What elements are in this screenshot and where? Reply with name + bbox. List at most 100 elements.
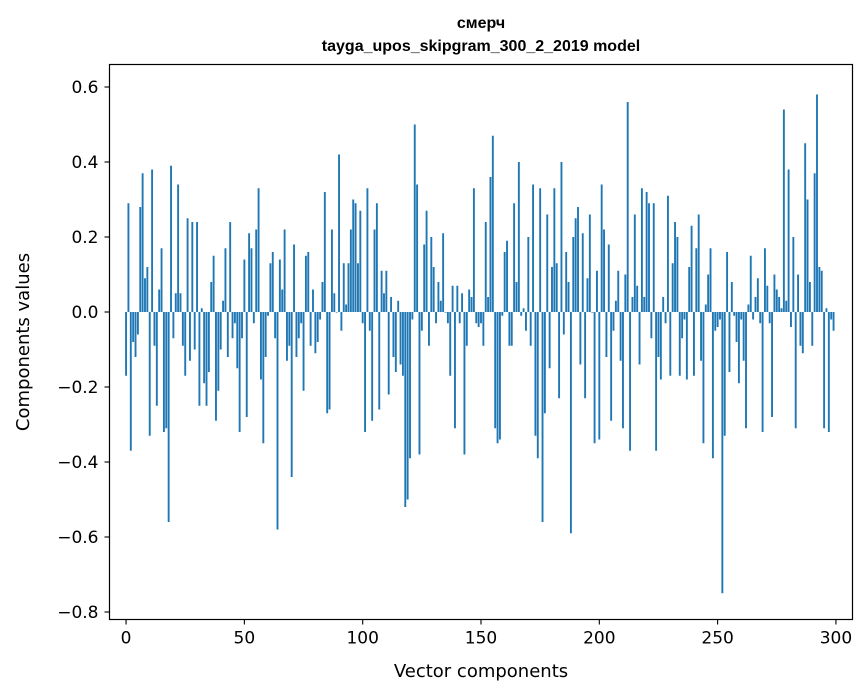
bar-90	[338, 154, 340, 312]
bar-246	[707, 274, 710, 312]
bar-88	[333, 293, 336, 312]
bar-48	[238, 312, 241, 432]
bar-168	[522, 308, 525, 312]
bar-59	[264, 312, 267, 357]
bar-29	[193, 312, 196, 350]
bar-235	[681, 312, 684, 339]
bar-172	[532, 184, 534, 312]
bar-112	[390, 297, 393, 312]
bar-198	[593, 312, 596, 444]
bar-196	[588, 214, 591, 312]
bar-201	[600, 184, 603, 312]
bar-80	[314, 312, 317, 354]
bar-24	[181, 312, 184, 346]
bar-169	[525, 312, 527, 331]
y-axis-ticks: −0.8 −0.6 −0.4 −0.2 0.0 0.2 0.4 0.6	[57, 78, 110, 623]
bar-211	[624, 274, 627, 312]
bar-8	[144, 278, 146, 312]
bar-22	[177, 184, 180, 312]
bar-45	[231, 312, 234, 339]
bar-166	[517, 162, 520, 312]
bar-239	[690, 225, 693, 312]
bar-49	[241, 312, 243, 339]
bar-92	[342, 263, 345, 312]
bar-98	[357, 263, 359, 312]
bar-154	[489, 177, 492, 312]
bar-289	[808, 282, 811, 312]
bar-250	[716, 312, 719, 327]
bar-115	[397, 300, 400, 312]
bar-202	[603, 229, 605, 312]
bar-155	[491, 135, 494, 312]
bar-26	[186, 218, 189, 312]
bar-150	[480, 312, 482, 324]
bar-188	[569, 312, 572, 534]
bar-72	[295, 312, 298, 357]
bar-294	[820, 270, 823, 312]
bar-271	[766, 285, 769, 312]
bar-116	[399, 312, 402, 365]
bar-216	[636, 285, 639, 312]
bar-1	[127, 203, 130, 312]
bar-3	[132, 312, 135, 342]
bar-280	[787, 169, 790, 312]
bar-123	[416, 184, 419, 312]
bar-199	[596, 270, 598, 312]
y-axis-label: Components values	[13, 253, 34, 431]
bar-160	[503, 252, 506, 312]
bar-56	[257, 188, 260, 312]
bar-195	[586, 278, 589, 312]
bar-265	[752, 312, 755, 320]
bar-6	[139, 207, 142, 312]
bar-185	[562, 312, 565, 335]
bar-258	[735, 312, 738, 342]
bar-102	[366, 188, 369, 312]
bar-249	[714, 312, 717, 331]
bar-100	[361, 312, 364, 324]
bar-57	[259, 312, 262, 380]
bar-229	[666, 195, 669, 312]
y-tick-label: 0.4	[71, 153, 98, 173]
bar-189	[572, 237, 575, 312]
bar-286	[801, 312, 804, 354]
x-tick-label: 100	[346, 629, 378, 649]
bar-144	[465, 312, 468, 346]
bar-218	[640, 188, 643, 312]
x-tick-label: 300	[820, 629, 852, 649]
bar-87	[330, 229, 333, 312]
bar-230	[669, 312, 672, 376]
bar-268	[759, 312, 762, 324]
bar-279	[785, 300, 788, 312]
bar-42	[224, 248, 227, 312]
bar-40	[219, 312, 222, 350]
x-tick-label: 250	[701, 629, 733, 649]
bar-60	[267, 312, 269, 316]
bar-276	[778, 297, 781, 312]
bar-38	[215, 312, 217, 421]
bar-51	[245, 312, 248, 417]
y-tick-label: −0.8	[57, 603, 98, 623]
bar-173	[534, 312, 537, 436]
bar-43	[226, 312, 229, 357]
bar-209	[619, 312, 622, 361]
bar-143	[463, 312, 466, 455]
bar-110	[385, 270, 388, 312]
bar-134	[442, 233, 445, 312]
bar-210	[622, 312, 624, 429]
bar-197	[591, 312, 594, 313]
bar-85	[326, 312, 329, 414]
bar-81	[316, 312, 319, 342]
bar-95	[349, 229, 352, 312]
bar-146	[470, 297, 473, 312]
bar-63	[274, 312, 277, 339]
bar-108	[380, 270, 383, 312]
bar-206	[612, 312, 615, 331]
x-tick-label: 50	[234, 629, 256, 649]
bar-28	[191, 222, 194, 312]
bar-178	[546, 214, 549, 312]
bar-21	[174, 293, 177, 312]
bar-214	[631, 297, 634, 312]
bar-126	[423, 244, 426, 312]
bar-181	[553, 188, 556, 312]
